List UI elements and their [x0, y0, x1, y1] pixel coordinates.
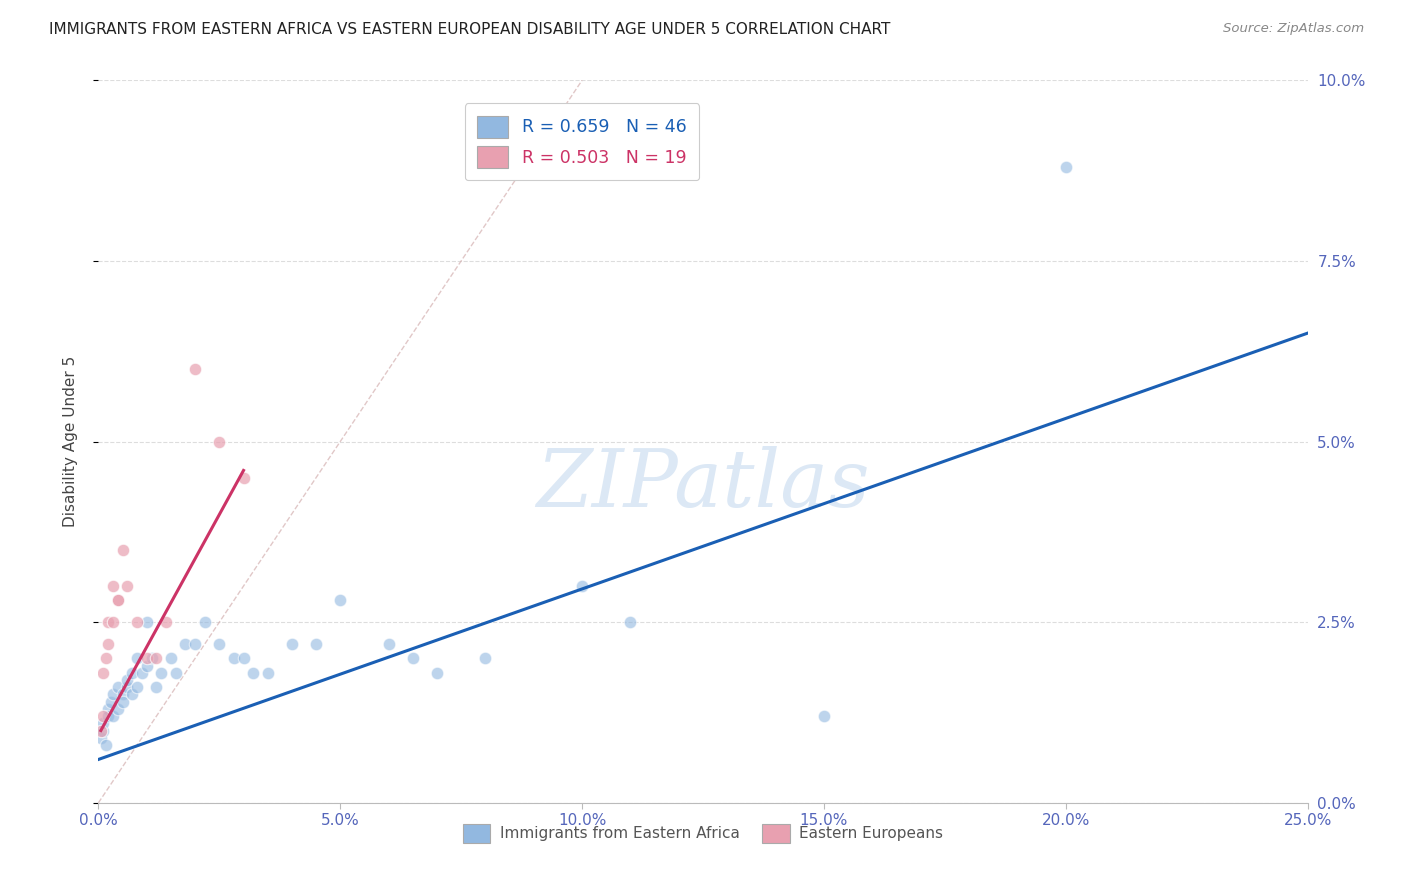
- Point: [91, 723, 114, 738]
- Point: [127, 651, 149, 665]
- Point: [97, 709, 120, 723]
- Point: [111, 687, 134, 701]
- Point: [135, 615, 157, 630]
- Point: [155, 615, 177, 630]
- Point: [127, 615, 149, 630]
- Point: [141, 651, 163, 665]
- Point: [145, 680, 167, 694]
- Point: [619, 615, 641, 630]
- Point: [101, 615, 124, 630]
- Point: [100, 695, 122, 709]
- Point: [329, 593, 352, 607]
- Point: [101, 709, 124, 723]
- Point: [117, 673, 139, 687]
- Point: [305, 637, 328, 651]
- Point: [91, 716, 114, 731]
- Point: [107, 680, 129, 694]
- Point: [97, 637, 120, 651]
- Y-axis label: Disability Age Under 5: Disability Age Under 5: [63, 356, 77, 527]
- Text: Source: ZipAtlas.com: Source: ZipAtlas.com: [1223, 22, 1364, 36]
- Text: IMMIGRANTS FROM EASTERN AFRICA VS EASTERN EUROPEAN DISABILITY AGE UNDER 5 CORREL: IMMIGRANTS FROM EASTERN AFRICA VS EASTER…: [49, 22, 890, 37]
- Point: [107, 593, 129, 607]
- Point: [97, 615, 120, 630]
- Point: [281, 637, 304, 651]
- Point: [94, 651, 117, 665]
- Point: [813, 709, 835, 723]
- Point: [222, 651, 245, 665]
- Point: [91, 709, 114, 723]
- Point: [121, 687, 143, 701]
- Point: [165, 665, 187, 680]
- Point: [135, 658, 157, 673]
- Point: [91, 665, 114, 680]
- Point: [377, 637, 399, 651]
- Point: [117, 579, 139, 593]
- Point: [101, 687, 124, 701]
- Point: [90, 731, 112, 745]
- Point: [90, 723, 112, 738]
- Point: [194, 615, 217, 630]
- Point: [101, 579, 124, 593]
- Point: [127, 680, 149, 694]
- Point: [208, 434, 231, 449]
- Point: [97, 702, 120, 716]
- Point: [111, 542, 134, 557]
- Point: [117, 680, 139, 694]
- Point: [150, 665, 173, 680]
- Legend: Immigrants from Eastern Africa, Eastern Europeans: Immigrants from Eastern Africa, Eastern …: [457, 817, 949, 849]
- Point: [160, 651, 183, 665]
- Point: [242, 665, 264, 680]
- Point: [232, 651, 254, 665]
- Point: [426, 665, 449, 680]
- Point: [232, 471, 254, 485]
- Point: [184, 637, 207, 651]
- Point: [174, 637, 197, 651]
- Point: [135, 651, 157, 665]
- Point: [208, 637, 231, 651]
- Point: [474, 651, 496, 665]
- Point: [107, 593, 129, 607]
- Point: [111, 695, 134, 709]
- Point: [107, 702, 129, 716]
- Point: [256, 665, 278, 680]
- Point: [1054, 160, 1077, 174]
- Point: [121, 665, 143, 680]
- Point: [94, 738, 117, 752]
- Point: [145, 651, 167, 665]
- Point: [131, 665, 153, 680]
- Text: ZIPatlas: ZIPatlas: [536, 446, 870, 524]
- Point: [571, 579, 593, 593]
- Point: [184, 362, 207, 376]
- Point: [402, 651, 425, 665]
